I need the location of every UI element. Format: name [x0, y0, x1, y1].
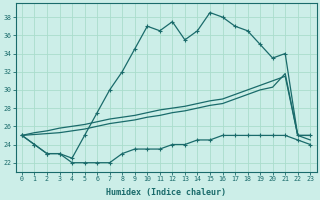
X-axis label: Humidex (Indice chaleur): Humidex (Indice chaleur): [106, 188, 226, 197]
